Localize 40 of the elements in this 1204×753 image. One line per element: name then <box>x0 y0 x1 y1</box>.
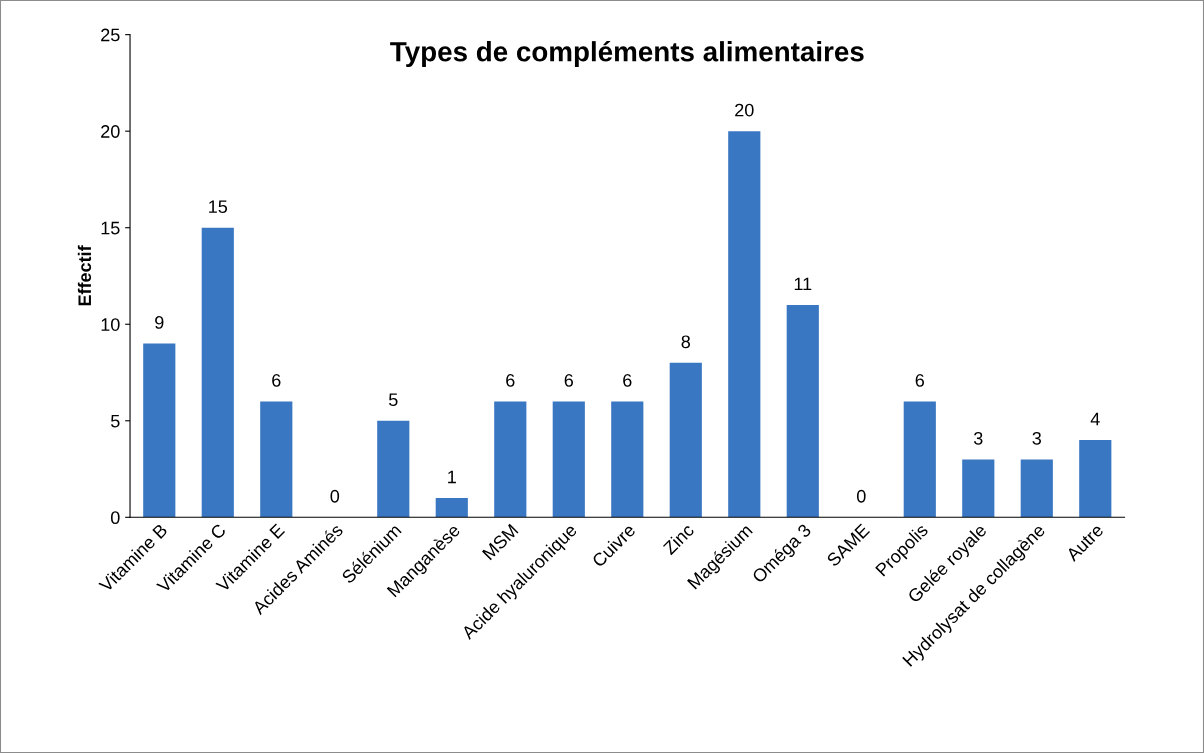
y-tick-label: 20 <box>101 125 120 138</box>
data-label: 11 <box>794 277 812 291</box>
data-label: 6 <box>506 374 515 387</box>
data-label: 6 <box>623 374 632 387</box>
bar <box>201 227 234 518</box>
data-label: 0 <box>330 489 340 503</box>
data-label: 3 <box>973 431 983 445</box>
bar <box>728 131 761 518</box>
data-label: 4 <box>1090 412 1100 426</box>
bar <box>669 362 702 518</box>
data-label: 6 <box>564 374 574 387</box>
bar <box>611 401 644 518</box>
bar <box>903 401 936 518</box>
y-tick-label: 25 <box>101 28 120 42</box>
chart-title: Types de compléments alimentaires <box>390 40 864 68</box>
bar <box>494 401 527 518</box>
bar <box>962 459 995 518</box>
bar <box>1020 459 1053 518</box>
y-tick-label: 10 <box>101 318 120 331</box>
bar <box>435 498 468 518</box>
bar <box>786 304 819 518</box>
data-label: 6 <box>915 374 925 387</box>
bar <box>143 343 176 518</box>
y-tick-label: 0 <box>110 511 120 525</box>
y-tick-label: 5 <box>110 414 120 428</box>
data-label: 0 <box>856 489 866 503</box>
data-label: 6 <box>272 374 281 387</box>
data-label: 8 <box>681 335 691 349</box>
data-label: 1 <box>448 470 456 484</box>
bar <box>552 401 585 518</box>
data-label: 9 <box>155 316 164 329</box>
bar <box>260 401 293 518</box>
data-label: 5 <box>388 393 398 407</box>
data-label: 20 <box>735 103 754 117</box>
bar <box>1079 440 1112 518</box>
data-label: 3 <box>1032 431 1042 445</box>
bar <box>377 420 410 518</box>
data-label: 15 <box>209 200 228 214</box>
y-tick-label: 15 <box>101 221 120 235</box>
y-axis-title: Effectif <box>77 245 92 306</box>
